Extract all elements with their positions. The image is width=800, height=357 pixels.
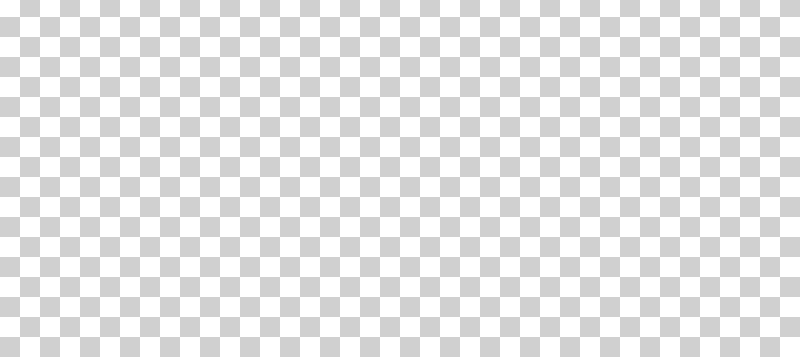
Text: H: H [403,103,418,121]
Text: R: R [267,98,281,116]
Text: R: R [778,116,791,135]
Text: diene approaches on this side: diene approaches on this side [41,19,229,32]
Text: H: H [403,235,418,253]
Text: the substituents on the left side
end up down (on the dashes)
in the product: the substituents on the left side end up… [82,302,282,346]
Text: R: R [778,220,791,238]
Polygon shape [8,6,306,46]
Text: R: R [267,240,281,258]
Text: the substituents on the right side
end up up (on the wedges)
in the product: the substituents on the right side end u… [449,302,659,346]
